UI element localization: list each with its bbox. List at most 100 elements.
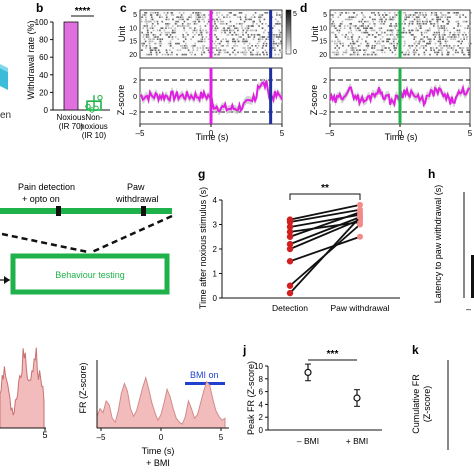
raster-spike [443,31,445,34]
raster-spike [235,27,238,29]
detection-point [286,258,294,265]
raster-spike [458,29,461,32]
raster-spike [226,29,228,32]
raster-spike [164,31,167,34]
raster-spike [244,51,246,54]
raster-spike [254,53,257,56]
raster-spike [247,49,250,51]
raster-spike [195,12,197,14]
raster-spike [190,38,192,40]
raster-spike [220,20,222,23]
raster-spike [200,38,202,40]
raster-spike [279,23,281,25]
raster-spike [262,36,264,38]
raster-spike [279,42,281,45]
raster-spike [339,25,342,27]
raster-spike [402,27,405,29]
raster-spike [168,27,170,29]
raster-spike [373,12,375,14]
raster-spike [169,40,172,43]
raster-spike [228,25,231,27]
raster-spike [164,53,167,56]
raster-spike [443,34,446,36]
raster-spike [450,38,452,40]
raster-spike [166,12,169,14]
raster-spike [188,25,190,27]
raster-spike [427,42,430,45]
raster-spike [170,12,173,14]
raster-spike [402,29,405,32]
raster-spike [145,47,147,49]
raster-spike [416,18,419,21]
raster-spike [455,49,457,51]
raster-spike [421,14,424,16]
raster-spike [221,29,223,32]
raster-spike [245,14,247,16]
raster-spike [372,23,375,25]
raster-spike [186,18,189,21]
raster-spike [348,18,350,21]
raster-spike [371,45,374,47]
raster-spike [350,49,353,51]
raster-spike [224,29,226,32]
raster-spike [383,51,386,54]
raster-spike [199,12,202,14]
raster-spike [180,18,182,21]
raster-spike [446,40,449,43]
raster-spike [348,31,350,34]
raster-spike [260,16,263,18]
raster-spike [413,36,416,38]
raster-spike [379,16,382,18]
raster-spike [468,49,470,51]
raster-spike [338,29,341,32]
raster-spike [252,14,255,16]
raster-spike [192,47,194,49]
raster-spike [273,42,275,45]
raster-spike [240,12,243,14]
panel-k: k Cumulative FR (Z-score) [411,343,449,450]
panel-k-ylabel-1: Cumulative FR [411,374,421,434]
raster-spike [422,47,425,49]
raster-spike [407,53,410,56]
raster-spike [279,49,281,51]
raster-spike [165,27,167,29]
withdrawal-point [357,233,363,240]
raster-spike [465,36,468,38]
raster-spike [429,38,432,40]
raster-spike [222,20,225,23]
raster-spike [252,38,255,40]
raster-spike [261,47,264,49]
raster-spike [350,38,353,40]
raster-ytick-label: 20 [319,52,327,59]
raster-spike [455,20,458,23]
raster-spike [337,16,340,18]
raster-spike [446,47,449,49]
raster-spike [419,25,422,27]
raster-spike [234,27,236,29]
raster-spike [253,36,256,38]
raster-spike [219,49,222,51]
raster-spike [165,23,167,25]
raster-spike [446,53,449,56]
raster-spike [440,12,443,14]
panel-d-xlabel: Time (s) [385,132,418,142]
raster-spike [281,49,284,51]
raster-spike [214,34,216,36]
raster-spike [404,16,406,18]
raster-spike [384,14,387,16]
raster-spike [421,23,423,25]
raster-spike [461,40,463,43]
raster-spike [222,49,225,51]
raster-spike [169,34,172,36]
raster-spike [222,23,225,25]
raster-spike [156,38,159,40]
raster-spike [366,31,369,34]
raster-spike [203,14,206,16]
raster-spike [410,45,412,47]
raster-spike [358,25,361,27]
panel-b-plot: 0 20 40 60 80 100 Noxious(IR 70)Non-noxious(IR… [35,6,110,140]
raster-spike [207,14,210,16]
raster-spike [252,49,255,51]
raster-spike [238,40,241,43]
raster-spike [457,23,460,25]
